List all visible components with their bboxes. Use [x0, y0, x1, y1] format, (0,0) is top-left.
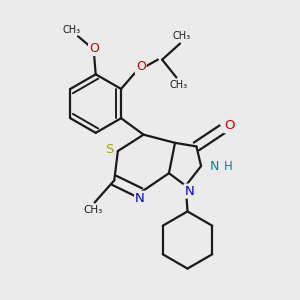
Text: H: H	[224, 160, 232, 172]
Text: S: S	[105, 143, 113, 156]
Text: CH₃: CH₃	[62, 25, 80, 34]
Text: O: O	[224, 119, 235, 132]
Text: CH₃: CH₃	[173, 31, 191, 41]
Text: N: N	[135, 192, 145, 205]
Text: CH₃: CH₃	[83, 206, 103, 215]
Text: CH₃: CH₃	[169, 80, 187, 90]
Text: O: O	[89, 42, 99, 55]
Text: O: O	[136, 60, 146, 73]
Text: N: N	[184, 184, 194, 198]
Text: N: N	[210, 160, 219, 172]
